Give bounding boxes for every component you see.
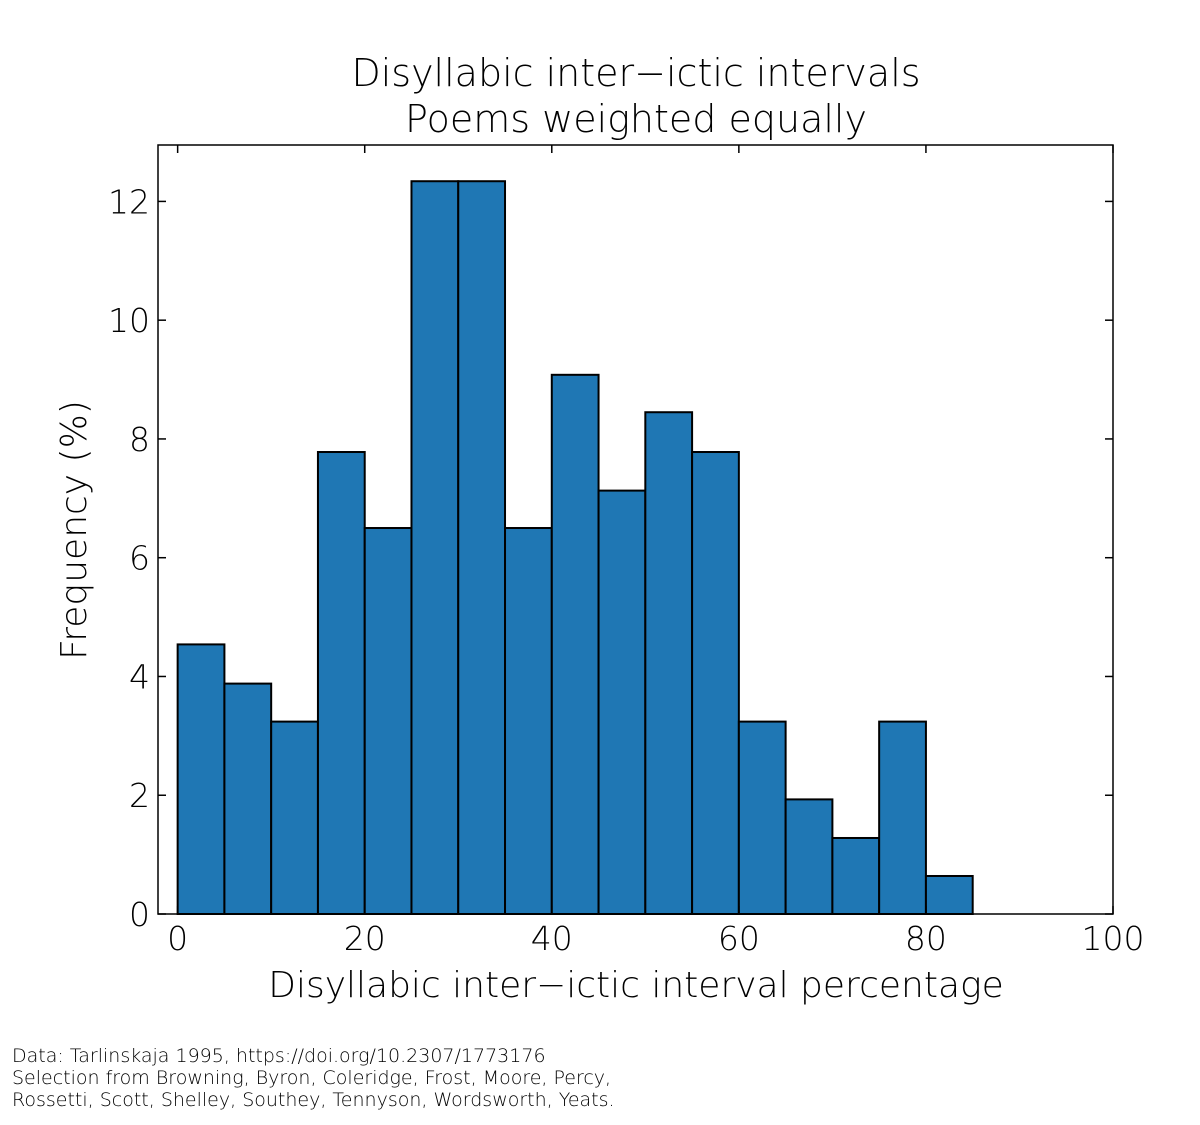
y-tick-label: 2 xyxy=(129,776,150,815)
chart-subtitle: Poems weighted equally xyxy=(405,97,867,141)
footnote: Data: Tarlinskaja 1995, https://doi.org/… xyxy=(12,1045,546,1067)
x-tick-label: 100 xyxy=(1082,919,1145,958)
footnote: Rossetti, Scott, Shelley, Southey, Tenny… xyxy=(12,1089,615,1111)
y-axis-label: Frequency (%) xyxy=(54,400,95,660)
bar xyxy=(223,682,273,916)
y-tick-label: 0 xyxy=(129,895,150,934)
bar xyxy=(316,451,366,915)
chart-title: Disyllabic inter−ictic intervals xyxy=(351,51,920,95)
bar xyxy=(831,836,881,915)
y-tick-label: 4 xyxy=(129,657,150,696)
bar xyxy=(363,527,413,915)
y-tick-label: 8 xyxy=(129,420,150,459)
bar xyxy=(924,874,974,915)
x-tick-label: 40 xyxy=(531,919,573,958)
footnote: Selection from Browning, Byron, Coleridg… xyxy=(12,1067,611,1089)
bar xyxy=(691,451,740,915)
bar xyxy=(597,489,647,915)
bar xyxy=(457,180,507,916)
bar xyxy=(176,643,226,916)
x-tick-label: 0 xyxy=(167,919,188,958)
bar xyxy=(644,411,694,915)
y-tick-label: 6 xyxy=(129,539,150,578)
bar xyxy=(784,798,834,915)
bar xyxy=(737,720,787,916)
plot-frame xyxy=(157,144,1114,915)
x-tick-label: 60 xyxy=(718,919,760,958)
x-tick-label: 20 xyxy=(344,919,386,958)
x-tick-label: 80 xyxy=(905,919,947,958)
y-tick-label: 10 xyxy=(108,301,150,340)
y-tick-label: 12 xyxy=(108,182,150,221)
bar xyxy=(550,373,600,915)
x-axis-label: Disyllabic inter−ictic interval percenta… xyxy=(268,965,1004,1006)
bar xyxy=(504,527,553,915)
bar xyxy=(270,720,319,916)
bar xyxy=(878,720,927,916)
bar xyxy=(410,180,460,916)
